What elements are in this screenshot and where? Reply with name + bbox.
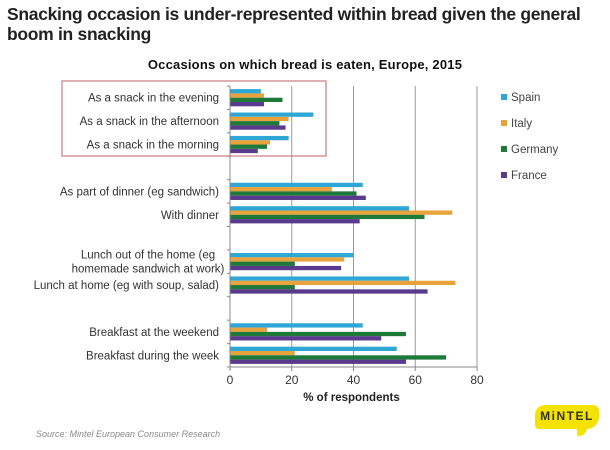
bar-spain [230, 89, 261, 94]
bar-italy [230, 116, 289, 122]
bar-france [230, 219, 360, 224]
bar-italy [230, 327, 268, 332]
legend-swatch-germany [501, 146, 507, 152]
mintel-logo-tail [577, 426, 587, 436]
x-axis-title: % of respondents [303, 392, 399, 404]
highlight-box [61, 80, 327, 157]
category-label: With dinner [161, 210, 219, 222]
bar-france [230, 195, 366, 200]
bar-germany [230, 144, 268, 149]
legend-swatch-france [501, 172, 507, 178]
bar-spain [230, 323, 363, 328]
legend-label-italy: Italy [511, 118, 532, 130]
x-tick-label: 60 [409, 373, 423, 387]
bar-spain [230, 346, 397, 351]
mintel-logo-text: MiNTEL [540, 409, 594, 423]
legend-label-spain: Spain [511, 92, 540, 104]
source-note: Source: Mintel European Consumer Researc… [36, 429, 221, 439]
legend-swatch-italy [501, 120, 507, 126]
x-tick-label: 20 [285, 373, 299, 387]
bar-germany [230, 355, 447, 360]
bar-italy [230, 210, 453, 215]
bar-france [230, 336, 382, 341]
bar-germany [230, 97, 283, 103]
bar-france [230, 359, 406, 364]
bar-spain [230, 206, 410, 211]
bar-germany [230, 121, 280, 126]
bar-italy [230, 187, 332, 192]
category-label: Lunch at home (eg with soup, salad) [34, 280, 220, 292]
bar-germany [230, 214, 425, 220]
bar-italy [230, 257, 345, 262]
bar-spain [230, 112, 314, 117]
bar-italy [230, 93, 264, 98]
legend-label-germany: Germany [511, 144, 559, 156]
bar-italy [230, 350, 295, 356]
category-label: As part of dinner (eg sandwich) [60, 186, 219, 198]
category-label: As a snack in the afternoon [80, 116, 219, 128]
x-tick-label: 80 [470, 373, 484, 387]
bar-germany [230, 261, 295, 266]
bar-italy [230, 140, 271, 145]
category-label: homemade sandwich at work) [72, 264, 225, 276]
category-label: As a snack in the evening [88, 93, 219, 105]
bar-france [230, 148, 258, 154]
legend-swatch-spain [501, 94, 507, 100]
bar-spain [230, 182, 363, 188]
mintel-logo: MiNTEL [535, 405, 599, 429]
bar-germany [230, 191, 357, 196]
chart-title: Occasions on which bread is eaten, Europ… [147, 57, 463, 72]
x-tick-label: 40 [347, 373, 361, 387]
bar-france [230, 289, 428, 294]
category-label: Breakfast at the weekend [89, 327, 219, 339]
bar-germany [230, 331, 406, 337]
bar-france [230, 265, 342, 271]
headline: Snacking occasion is under-represented w… [7, 4, 581, 44]
category-label: Breakfast during the week [86, 350, 219, 362]
category-label: As a snack in the morning [87, 140, 219, 152]
bar-spain [230, 135, 289, 141]
legend-label-france: France [511, 170, 547, 182]
bar-italy [230, 280, 456, 286]
x-tick-label: 0 [227, 373, 234, 387]
bar-spain [230, 253, 354, 258]
category-label: Lunch out of the home (eg [81, 250, 215, 262]
bar-germany [230, 285, 295, 290]
bar-france [230, 102, 264, 107]
bar-spain [230, 276, 410, 281]
bar-france [230, 125, 286, 130]
